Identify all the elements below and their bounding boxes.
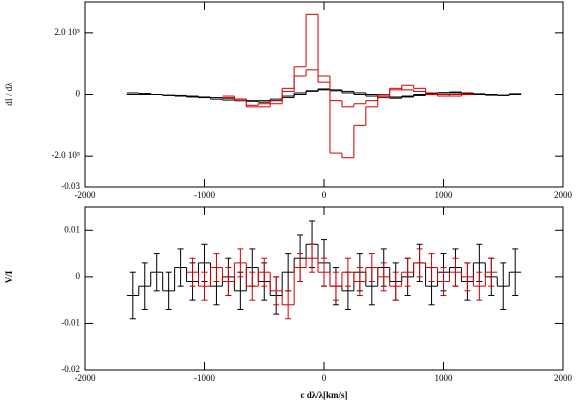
y-axis-label: V/I [4, 270, 14, 283]
x-tick-label: 1000 [435, 373, 454, 383]
x-tick-label: -1000 [194, 373, 215, 383]
y-tick-label: -2.0 10⁵ [51, 150, 80, 160]
x-tick-label: -2000 [75, 373, 96, 383]
x-tick-label: 2000 [554, 373, 573, 383]
x-tick-label: 2000 [554, 190, 573, 200]
y-tick-label: 0 [76, 89, 81, 99]
x-tick-label: -2000 [75, 190, 96, 200]
x-tick-label: 1000 [435, 190, 454, 200]
x-tick-label: 0 [322, 373, 327, 383]
y-tick-label: -0.03 [61, 181, 80, 191]
x-tick-label: -1000 [194, 190, 215, 200]
y-tick-label: 0.01 [64, 224, 80, 234]
y-tick-label: -0.02 [61, 364, 80, 374]
x-axis-label: c dλ/λ[km/s] [300, 390, 347, 400]
y-axis-label: dI / dλ [4, 82, 14, 106]
y-tick-label: 2.0 10⁵ [54, 27, 80, 37]
x-tick-label: 0 [322, 190, 327, 200]
y-tick-label: 0 [76, 271, 81, 281]
y-tick-label: -0.01 [61, 317, 80, 327]
